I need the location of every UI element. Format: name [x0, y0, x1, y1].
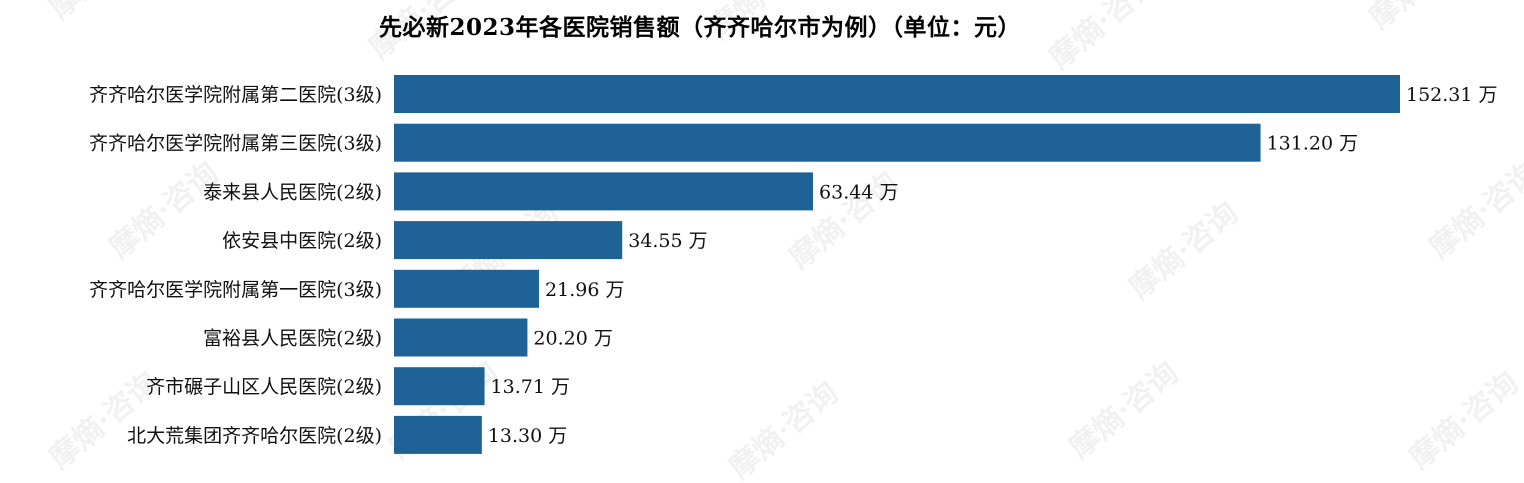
watermark-2: 摩熵·咨询: [703, 0, 825, 46]
value-label-4: 21.96 万: [545, 279, 624, 301]
value-label-0: 152.31 万: [1406, 84, 1498, 106]
watermark-3: 摩熵·咨询: [1043, 0, 1165, 76]
bar-1: [394, 123, 1261, 162]
value-label-3: 34.55 万: [628, 230, 707, 252]
value-labels: 152.31 万 131.20 万 63.44 万 34.55 万 21.96 万 20.…: [488, 84, 1498, 447]
bar-7: [394, 415, 482, 454]
watermark-12: 摩熵·咨询: [723, 375, 845, 483]
category-label-3: 依安县中医院(2级): [222, 230, 382, 252]
bar-6: [394, 367, 485, 406]
bar-2: [394, 172, 814, 211]
category-label-5: 富裕县人民医院(2级): [203, 328, 382, 350]
watermark-5: 摩熵·咨询: [103, 155, 225, 266]
value-label-5: 20.20 万: [533, 328, 612, 350]
category-label-1: 齐齐哈尔医学院附属第三医院(3级): [89, 133, 382, 155]
bar-5: [394, 318, 528, 357]
watermark-1: 摩熵·咨询: [363, 0, 485, 66]
category-label-6: 齐市碾子山区人民医院(2级): [146, 376, 382, 398]
category-label-4: 齐齐哈尔医学院附属第一医院(3级): [89, 279, 382, 301]
watermark-0: 摩熵·咨询: [43, 0, 165, 26]
bar-4: [394, 269, 540, 308]
value-label-1: 131.20 万: [1267, 133, 1359, 155]
watermark-9: 摩熵·咨询: [1423, 155, 1524, 266]
watermark-8: 摩熵·咨询: [1123, 195, 1245, 306]
watermark-13: 摩熵·咨询: [1063, 355, 1185, 466]
category-label-7: 北大荒集团齐齐哈尔医院(2级): [127, 425, 382, 447]
watermark-14: 摩熵·咨询: [1403, 365, 1524, 476]
bar-series: [394, 75, 1400, 454]
watermark-4: 摩熵·咨询: [1363, 0, 1485, 36]
bar-0: [394, 75, 1400, 113]
value-label-6: 13.71 万: [491, 376, 570, 398]
bar-3: [394, 221, 623, 260]
value-label-7: 13.30 万: [488, 425, 567, 447]
chart-title: 先必新2023年各医院销售额（齐齐哈尔市为例）（单位：元）: [378, 14, 1021, 41]
category-labels: 齐齐哈尔医学院附属第二医院(3级) 齐齐哈尔医学院附属第三医院(3级) 泰来县人民医…: [89, 84, 382, 447]
category-label-0: 齐齐哈尔医学院附属第二医院(3级): [89, 84, 382, 106]
value-label-2: 63.44 万: [819, 181, 898, 203]
category-label-2: 泰来县人民医院(2级): [203, 181, 382, 203]
